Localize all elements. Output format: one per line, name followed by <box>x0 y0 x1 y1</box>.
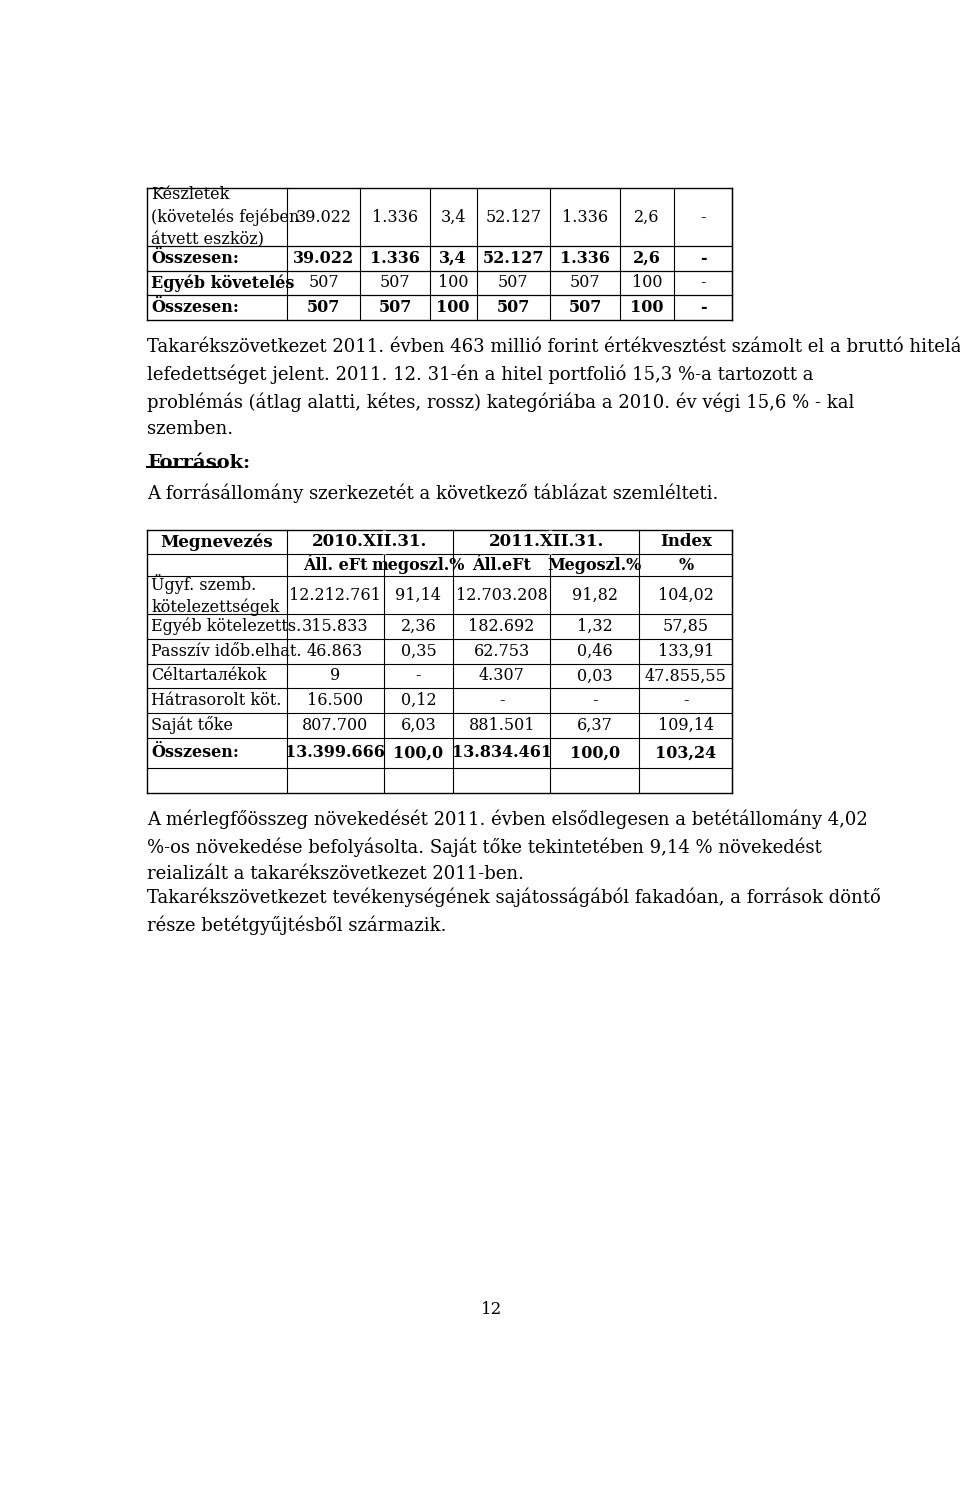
Text: 12: 12 <box>481 1301 503 1317</box>
Text: Készletek
(követelés fejében
átvett eszköz): Készletek (követelés fejében átvett eszk… <box>151 186 300 248</box>
Text: 109,14: 109,14 <box>658 716 714 734</box>
Text: 12.212.761: 12.212.761 <box>289 586 381 604</box>
Text: 12.703.208: 12.703.208 <box>456 586 547 604</box>
Text: 62.753: 62.753 <box>473 643 530 659</box>
Text: 47.855,55: 47.855,55 <box>645 667 727 685</box>
Text: 182.692: 182.692 <box>468 618 535 636</box>
Text: -: - <box>592 692 597 709</box>
Text: 507: 507 <box>378 298 412 316</box>
Text: 1.336: 1.336 <box>560 249 610 267</box>
Text: 104,02: 104,02 <box>658 586 713 604</box>
Text: 3,4: 3,4 <box>441 209 466 225</box>
Text: Források:: Források: <box>147 454 251 471</box>
Text: Takarékszövetkezet tevékenységének sajátosságából fakadóan, a források döntő
rés: Takarékszövetkezet tevékenységének saját… <box>147 888 881 935</box>
Text: 507: 507 <box>380 275 411 291</box>
Text: 100: 100 <box>631 298 663 316</box>
Text: 91,14: 91,14 <box>396 586 442 604</box>
Text: 2011.XII.31.: 2011.XII.31. <box>489 534 604 551</box>
Text: 0,03: 0,03 <box>577 667 612 685</box>
Text: Ügyf. szemb.
kötelezettségek: Ügyf. szemb. kötelezettségek <box>151 574 279 616</box>
Text: Hátrasorolt köt.: Hátrasorolt köt. <box>151 692 281 709</box>
Text: 1.336: 1.336 <box>372 209 419 225</box>
Text: -: - <box>683 692 688 709</box>
Text: 100: 100 <box>438 275 468 291</box>
Text: 52.127: 52.127 <box>483 249 544 267</box>
Text: Egyéb követelés: Egyéb követelés <box>151 275 295 292</box>
Text: 9: 9 <box>330 667 340 685</box>
Text: -: - <box>416 667 421 685</box>
Text: 6,37: 6,37 <box>577 716 612 734</box>
Text: 3,4: 3,4 <box>440 249 468 267</box>
Text: A forrásállomány szerkezetét a következő táblázat szemlélteti.: A forrásállomány szerkezetét a következő… <box>147 483 718 503</box>
Text: 100: 100 <box>437 298 470 316</box>
Text: 1.336: 1.336 <box>562 209 608 225</box>
Text: A mérlegfőösszeg növekedését 2011. évben elsődlegesen a betétállomány 4,02
%-os : A mérlegfőösszeg növekedését 2011. évben… <box>147 810 868 883</box>
Text: -: - <box>700 249 707 267</box>
Text: 2,6: 2,6 <box>633 249 660 267</box>
Text: Takarékszövetkezet 2011. évben 463 millió forint értékvesztést számolt el a brut: Takarékszövetkezet 2011. évben 463 milli… <box>147 337 960 439</box>
Text: 2,36: 2,36 <box>400 618 436 636</box>
Text: 881.501: 881.501 <box>468 716 535 734</box>
Text: -: - <box>499 692 504 709</box>
Text: 507: 507 <box>569 275 600 291</box>
Text: 4.307: 4.307 <box>479 667 524 685</box>
Text: -: - <box>700 298 707 316</box>
Text: 103,24: 103,24 <box>655 745 716 761</box>
Text: Összesen:: Összesen: <box>151 745 239 761</box>
Text: Céltartалékok: Céltartалékok <box>151 667 267 685</box>
Text: 16.500: 16.500 <box>307 692 363 709</box>
Text: -: - <box>701 209 706 225</box>
Text: Index: Index <box>660 534 711 551</box>
Text: 507: 507 <box>307 298 340 316</box>
Text: Összesen:: Összesen: <box>151 298 239 316</box>
Text: 0,46: 0,46 <box>577 643 612 659</box>
Text: Megoszl.%: Megoszl.% <box>547 557 642 573</box>
Text: 507: 507 <box>568 298 602 316</box>
Text: 6,03: 6,03 <box>400 716 436 734</box>
Text: 100,0: 100,0 <box>394 745 444 761</box>
Text: Áll. eFt: Áll. eFt <box>302 557 368 573</box>
Text: 13.834.461: 13.834.461 <box>451 745 552 761</box>
Text: Megnevezés: Megnevezés <box>160 533 274 551</box>
Text: 507: 507 <box>308 275 339 291</box>
Text: 91,82: 91,82 <box>572 586 617 604</box>
Text: megoszl.%: megoszl.% <box>372 557 465 573</box>
Text: 315.833: 315.833 <box>301 618 369 636</box>
Text: Összesen:: Összesen: <box>151 249 239 267</box>
Text: 46.863: 46.863 <box>307 643 363 659</box>
Text: Saját tőke: Saját tőke <box>151 716 233 734</box>
Text: 807.700: 807.700 <box>302 716 369 734</box>
Text: 100: 100 <box>632 275 662 291</box>
Text: 1,32: 1,32 <box>577 618 612 636</box>
Text: 52.127: 52.127 <box>485 209 541 225</box>
Text: 1.336: 1.336 <box>371 249 420 267</box>
Text: Passzív időb.elhat.: Passzív időb.elhat. <box>151 643 301 659</box>
Text: 507: 507 <box>498 275 529 291</box>
Text: 0,35: 0,35 <box>400 643 436 659</box>
Text: 39.022: 39.022 <box>293 249 354 267</box>
Text: 100,0: 100,0 <box>569 745 620 761</box>
Text: 507: 507 <box>496 298 530 316</box>
Text: 2010.XII.31.: 2010.XII.31. <box>312 534 427 551</box>
Text: 13.399.666: 13.399.666 <box>285 745 385 761</box>
Text: %: % <box>678 557 693 573</box>
Text: Áll.eFt: Áll.eFt <box>472 557 531 573</box>
Text: 2,6: 2,6 <box>635 209 660 225</box>
Text: -: - <box>701 275 706 291</box>
Text: Egyéb kötelezetts.: Egyéb kötelezetts. <box>151 618 301 636</box>
Text: 0,12: 0,12 <box>400 692 436 709</box>
Text: 57,85: 57,85 <box>662 618 708 636</box>
Text: 39.022: 39.022 <box>296 209 351 225</box>
Text: 133,91: 133,91 <box>658 643 714 659</box>
